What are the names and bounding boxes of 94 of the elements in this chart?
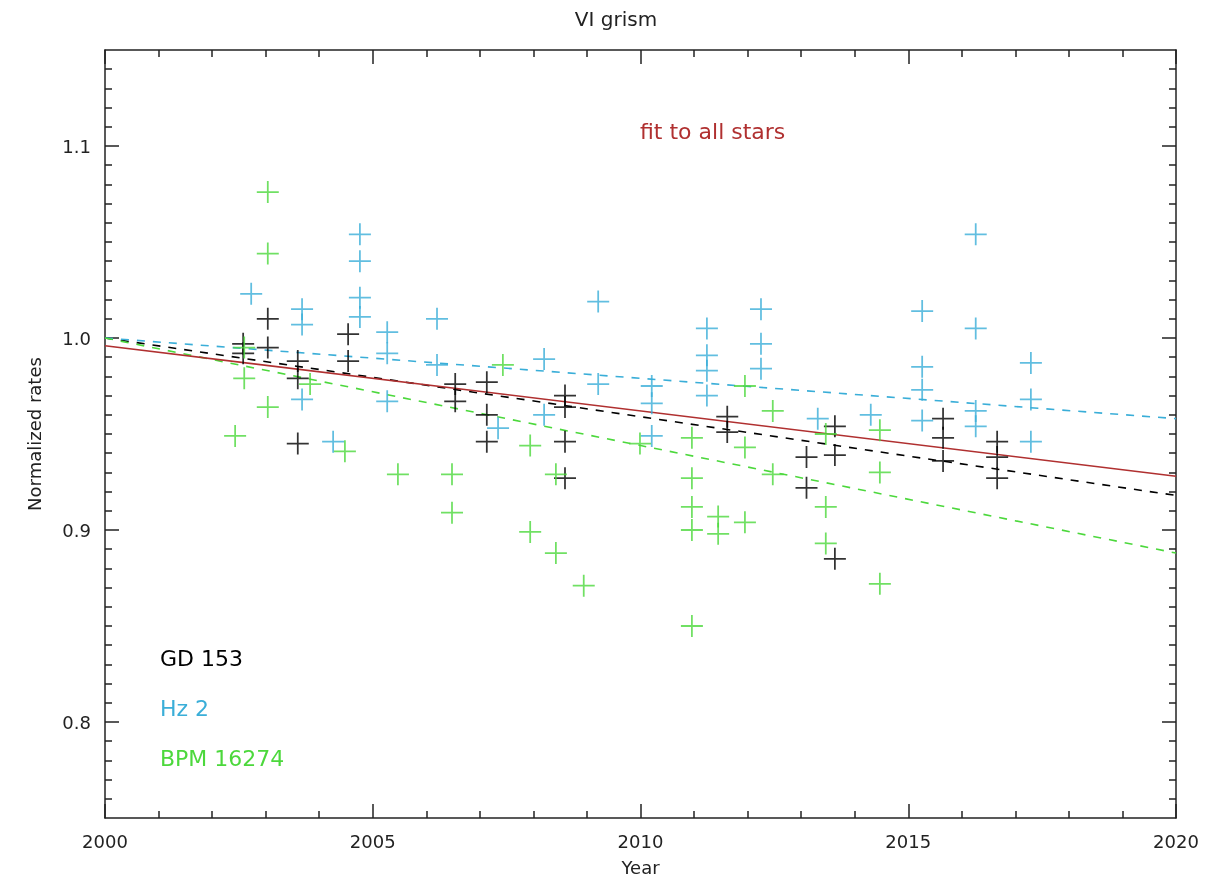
- point: [932, 449, 955, 472]
- point: [286, 367, 309, 390]
- point: [680, 519, 703, 541]
- point: [733, 375, 756, 397]
- y-tick-label: 1.0: [62, 327, 91, 349]
- point: [572, 574, 595, 597]
- point: [868, 572, 891, 595]
- point: [376, 390, 399, 413]
- point: [680, 467, 703, 490]
- point: [348, 305, 371, 328]
- point: [544, 542, 567, 565]
- point: [299, 373, 322, 396]
- point: [806, 407, 829, 430]
- point: [911, 378, 934, 401]
- point: [587, 373, 610, 396]
- point: [640, 424, 663, 447]
- point: [426, 353, 449, 376]
- point: [761, 399, 784, 422]
- point: [707, 522, 730, 545]
- point: [441, 501, 463, 524]
- point: [911, 300, 934, 323]
- point: [761, 463, 784, 486]
- point: [911, 355, 934, 378]
- point: [716, 421, 739, 444]
- point: [640, 392, 663, 415]
- point: [680, 426, 703, 449]
- point: [1019, 430, 1042, 453]
- point: [823, 547, 846, 570]
- point: [337, 323, 360, 346]
- point: [553, 396, 576, 419]
- point: [333, 440, 356, 463]
- text: GD 153: [160, 645, 243, 671]
- point: [444, 390, 467, 413]
- point: [823, 444, 846, 467]
- point: [823, 415, 846, 438]
- y-tick-label: 1.1: [62, 135, 91, 157]
- point: [348, 286, 371, 309]
- point: [441, 463, 463, 486]
- point: [1019, 351, 1042, 374]
- point: [814, 423, 837, 445]
- point: [386, 463, 409, 486]
- point: [348, 250, 371, 273]
- point: [256, 307, 279, 330]
- point: [733, 511, 756, 534]
- point: [475, 371, 498, 394]
- point: [475, 430, 498, 453]
- point: [533, 403, 556, 426]
- point: [964, 223, 987, 246]
- annotation: fit to all stars: [640, 118, 786, 144]
- point: [986, 446, 1009, 469]
- y-tick-label: 0.8: [62, 711, 91, 733]
- point: [487, 417, 510, 440]
- text: Hz 2: [160, 695, 210, 721]
- point: [749, 332, 772, 355]
- point: [553, 430, 576, 453]
- x-tick-label: 2005: [349, 830, 396, 852]
- point: [932, 426, 955, 449]
- point: [749, 298, 772, 321]
- point: [256, 181, 279, 204]
- point: [376, 342, 399, 365]
- x-tick-label: 2015: [885, 830, 932, 852]
- point: [256, 396, 279, 419]
- point: [680, 615, 703, 637]
- point: [233, 367, 256, 390]
- y-tick-label: 0.9: [62, 519, 91, 541]
- x-tick-label: 2010: [617, 830, 664, 852]
- point: [475, 403, 498, 426]
- point: [240, 282, 263, 305]
- point: [322, 430, 345, 453]
- point: [964, 415, 987, 438]
- point: [224, 424, 247, 447]
- point: [986, 467, 1009, 490]
- point: [519, 520, 542, 543]
- point: [426, 307, 449, 330]
- point: [932, 407, 955, 430]
- point: [680, 495, 703, 518]
- point: [553, 467, 576, 490]
- point: [868, 419, 891, 442]
- point: [859, 403, 882, 426]
- point: [533, 348, 556, 371]
- point: [376, 321, 399, 344]
- chart-title: VI grism: [574, 7, 658, 31]
- point: [337, 350, 360, 373]
- point: [544, 463, 567, 486]
- x-tick-label: 2020: [1153, 830, 1199, 852]
- point: [491, 353, 514, 376]
- y-axis-title: Normalized rates: [23, 357, 45, 511]
- point: [749, 357, 772, 380]
- x-axis-title: Year: [620, 856, 661, 878]
- x-tick-label: 2000: [82, 830, 128, 852]
- point: [814, 495, 837, 518]
- text: BPM 16274: [160, 745, 285, 771]
- point: [348, 223, 371, 246]
- point: [695, 359, 718, 382]
